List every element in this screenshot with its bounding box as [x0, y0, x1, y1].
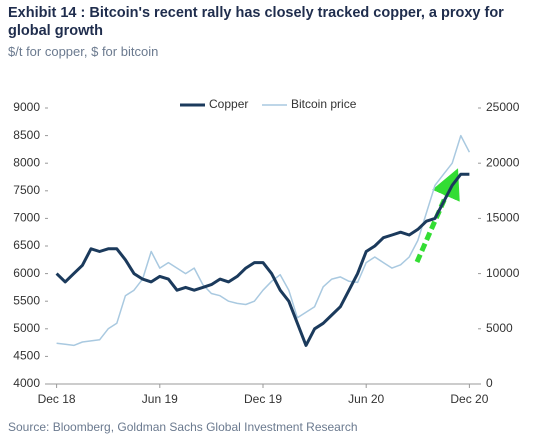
source-note: Source: Bloomberg, Goldman Sachs Global … — [8, 420, 358, 434]
chart-subtitle: $/t for copper, $ for bitcoin — [8, 44, 159, 59]
y-tick-label: 5000 — [13, 321, 40, 335]
y-tick-label: 6500 — [13, 238, 40, 252]
x-tick-label: Dec 20 — [450, 392, 488, 406]
x-tick-label: Jun 19 — [142, 392, 178, 406]
y2-tick-label: 0 — [486, 376, 493, 390]
legend-label: Copper — [209, 97, 248, 111]
y-tick-label: 4500 — [13, 349, 40, 363]
y2-tick-label: 5000 — [486, 321, 513, 335]
y-tick-label: 6000 — [13, 266, 40, 280]
y-tick-label: 8500 — [13, 128, 40, 142]
y-tick-label: 7000 — [13, 211, 40, 225]
y-tick-label: 9000 — [13, 100, 40, 114]
x-tick-label: Jun 20 — [348, 392, 384, 406]
series-line — [55, 172, 470, 347]
y-tick-label: 8000 — [13, 155, 40, 169]
y-tick-label: 4000 — [13, 376, 40, 390]
y2-tick-label: 25000 — [486, 100, 520, 114]
chart-title: Exhibit 14 : Bitcoin's recent rally has … — [8, 5, 504, 39]
series-line — [56, 134, 471, 347]
y-tick-label: 5500 — [13, 293, 40, 307]
x-tick-label: Dec 18 — [38, 392, 76, 406]
legend-label: Bitcoin price — [291, 97, 357, 111]
y2-tick-label: 10000 — [486, 266, 520, 280]
y-tick-label: 7500 — [13, 183, 40, 197]
x-tick-label: Dec 19 — [244, 392, 282, 406]
y2-tick-label: 20000 — [486, 155, 520, 169]
y2-tick-label: 15000 — [486, 211, 520, 225]
